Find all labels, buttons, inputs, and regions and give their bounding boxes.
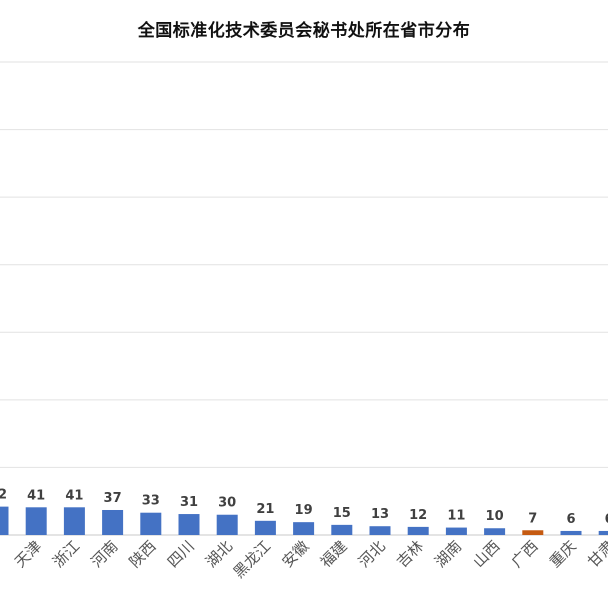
- x-tick-label: 四川: [164, 537, 198, 571]
- x-tick-label: 陕西: [126, 537, 160, 571]
- bar: [331, 524, 353, 535]
- data-label: 10: [486, 509, 504, 524]
- data-label: 11: [447, 509, 465, 524]
- x-tick-label: 黑龙江: [230, 537, 275, 582]
- x-tick-label: 甘肃: [584, 537, 608, 571]
- data-label: 7: [528, 511, 537, 526]
- x-tick-label: 天津: [11, 537, 45, 571]
- bar: [63, 507, 85, 535]
- x-tick-label: 广西: [508, 537, 542, 571]
- x-tick-label: 吉林: [393, 537, 427, 571]
- bar: [407, 526, 429, 535]
- data-label: 42: [0, 488, 7, 503]
- data-label: 41: [65, 488, 83, 503]
- data-label: 6: [605, 512, 608, 527]
- data-label: 30: [218, 496, 236, 511]
- bar: [598, 530, 608, 535]
- bar: [178, 514, 200, 535]
- x-tick-label: 重庆: [546, 537, 580, 571]
- data-label: 13: [371, 507, 389, 522]
- bar: [369, 526, 391, 535]
- data-label: 15: [333, 506, 351, 521]
- bar: [484, 528, 506, 535]
- data-label: 41: [27, 488, 45, 503]
- x-tick-label: 湖北: [202, 537, 236, 571]
- chart-title: 全国标准化技术委员会秘书处所在省市分布: [137, 21, 471, 41]
- bar: [216, 514, 238, 535]
- data-label: 31: [180, 495, 198, 510]
- data-label: 33: [142, 494, 160, 509]
- data-label: 21: [256, 502, 274, 517]
- x-tick-label: 福建: [317, 537, 351, 571]
- x-tick-label: 山西: [469, 537, 503, 571]
- data-label: 19: [295, 503, 313, 518]
- data-label: 6: [566, 512, 575, 527]
- bar: [254, 520, 276, 535]
- data-label: 37: [104, 491, 122, 506]
- data-label: 12: [409, 508, 427, 523]
- bar: [25, 507, 47, 535]
- x-tick-label: 安徽: [278, 537, 312, 571]
- x-tick-label: 湖南: [431, 537, 465, 571]
- bar: [293, 522, 315, 535]
- bar: [140, 512, 162, 535]
- x-tick-label: 浙江: [49, 537, 83, 571]
- bar: [445, 527, 467, 535]
- bar: [0, 506, 9, 535]
- bar: [102, 509, 124, 535]
- x-tick-label: 河北: [355, 537, 389, 571]
- x-tick-label: 河南: [87, 537, 121, 571]
- bar: [522, 530, 544, 535]
- bar: [560, 530, 582, 535]
